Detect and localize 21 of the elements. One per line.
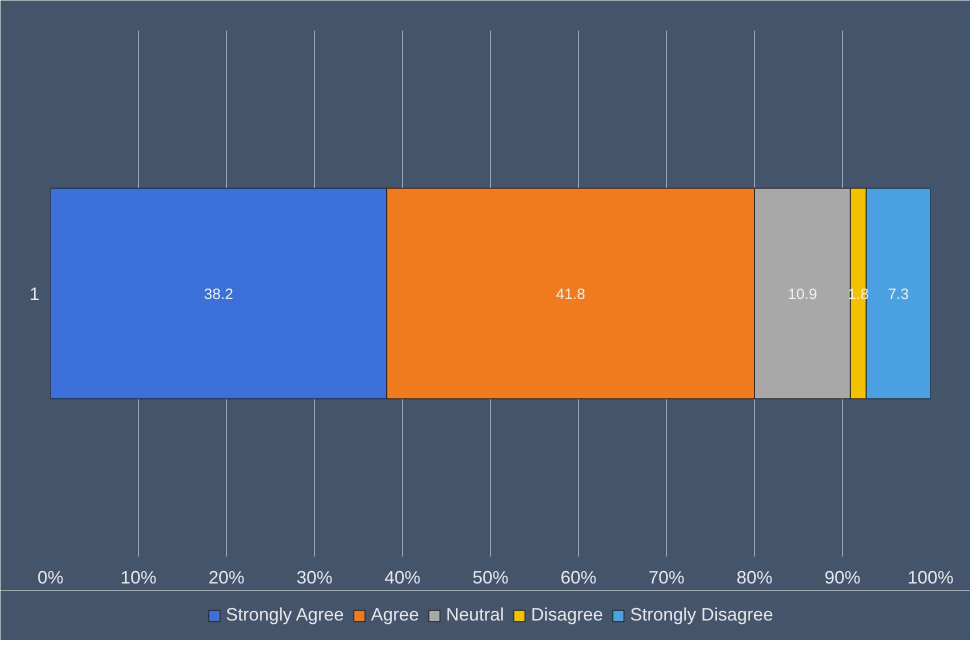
x-tick-label: 0% <box>37 568 64 588</box>
legend-label: Disagree <box>531 604 604 626</box>
legend-label: Neutral <box>446 604 504 626</box>
data-label: 38.2 <box>204 286 234 303</box>
x-tick-label: 30% <box>296 568 333 588</box>
x-tick-label: 70% <box>648 568 685 588</box>
x-tick-label: 60% <box>560 568 597 588</box>
legend-label: Agree <box>370 604 419 626</box>
data-label: 10.9 <box>788 286 818 303</box>
x-tick-label: 100% <box>907 568 954 588</box>
data-label: 7.3 <box>888 286 909 303</box>
x-tick-label: 10% <box>120 568 157 588</box>
data-label: 41.8 <box>556 286 586 303</box>
x-tick-label: 20% <box>208 568 245 588</box>
x-tick-label: 90% <box>824 568 861 588</box>
x-tick-label: 80% <box>736 568 773 588</box>
x-tick-label: 40% <box>384 568 421 588</box>
legend-label: Strongly Disagree <box>630 604 774 626</box>
legend-label: Strongly Agree <box>226 604 344 626</box>
y-tick-label: 1 <box>29 284 40 304</box>
x-tick-label: 50% <box>472 568 509 588</box>
